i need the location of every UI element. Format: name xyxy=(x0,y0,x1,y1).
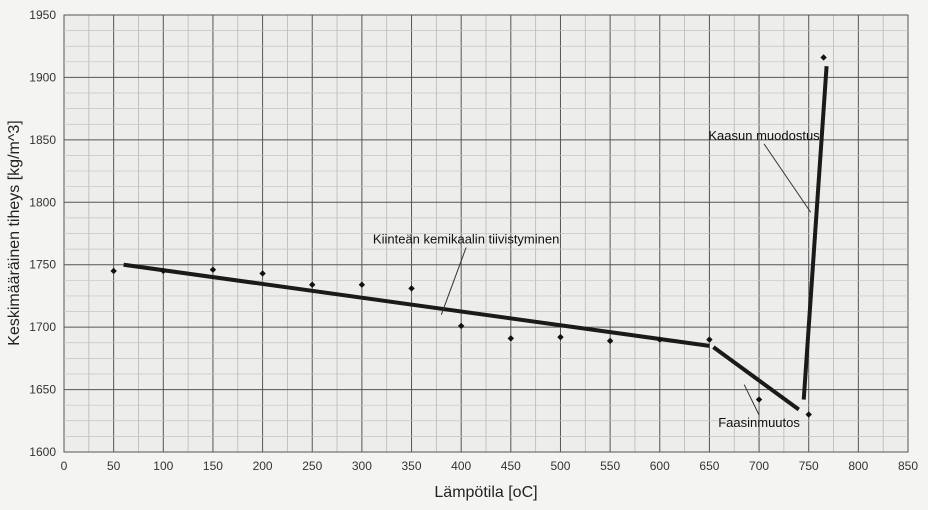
x-tick-label: 500 xyxy=(550,459,570,473)
x-tick-label: 250 xyxy=(302,459,322,473)
data-point xyxy=(507,335,515,342)
data-point xyxy=(457,322,465,330)
trend-line xyxy=(123,262,710,348)
x-tick-label: 800 xyxy=(848,459,868,473)
data-point xyxy=(358,281,366,288)
trend-line xyxy=(712,345,800,412)
y-tick-label: 1850 xyxy=(29,133,56,147)
x-tick-label: 300 xyxy=(352,459,372,473)
x-tick-label: 50 xyxy=(107,459,121,473)
data-point xyxy=(755,396,763,403)
x-tick-label: 150 xyxy=(203,459,223,473)
data-point xyxy=(209,266,217,273)
y-tick-label: 1600 xyxy=(29,445,56,459)
y-tick-label: 1950 xyxy=(29,8,56,22)
x-tick-label: 600 xyxy=(650,459,670,473)
annotation-leader-line xyxy=(743,384,760,416)
x-tick-label: 450 xyxy=(501,459,521,473)
x-tick-label: 400 xyxy=(451,459,471,473)
x-tick-label: 850 xyxy=(898,459,918,473)
x-tick-label: 750 xyxy=(799,459,819,473)
annotation-leader-line xyxy=(763,143,812,213)
annotation-label: Kaasun muodostus xyxy=(708,128,820,143)
data-point xyxy=(557,333,564,341)
annotation-label: Kiinteän kemikaalin tiivistyminen xyxy=(373,231,559,246)
x-tick-label: 200 xyxy=(253,459,273,473)
data-points xyxy=(110,54,827,418)
trend-lines xyxy=(123,66,829,412)
x-tick-label: 0 xyxy=(61,459,68,473)
data-point xyxy=(805,411,812,418)
grid xyxy=(63,14,909,453)
y-tick-label: 1750 xyxy=(29,258,56,272)
x-tick-label: 650 xyxy=(699,459,719,473)
data-point xyxy=(110,267,117,275)
data-point xyxy=(408,285,415,292)
y-tick-label: 1650 xyxy=(29,383,56,397)
data-point xyxy=(656,336,663,343)
data-point xyxy=(259,270,266,277)
data-point xyxy=(606,337,614,345)
x-tick-label: 550 xyxy=(600,459,620,473)
x-tick-label: 350 xyxy=(402,459,422,473)
y-tick-label: 1800 xyxy=(29,195,56,209)
annotation-leader-line xyxy=(440,247,467,315)
x-tick-label: 700 xyxy=(749,459,769,473)
x-axis-label: Lämpötila [oC] xyxy=(434,484,537,501)
x-tick-label: 100 xyxy=(153,459,173,473)
data-point xyxy=(160,267,167,275)
y-tick-label: 1900 xyxy=(29,70,56,84)
y-tick-label: 1700 xyxy=(29,320,56,334)
y-axis-label: Keskimääräinen tiheys [kg/m^3] xyxy=(6,120,23,345)
annotations: Kiinteän kemikaalin tiivistyminen Faasinm… xyxy=(373,128,820,430)
data-point xyxy=(820,54,827,61)
trend-line xyxy=(801,66,829,400)
data-point xyxy=(706,336,713,343)
axis-ticks: 0 50 100 150 200 250 300 350 400 450 500 550 600 650 7… xyxy=(29,8,918,473)
annotation-label: Faasinmuutos xyxy=(718,415,800,430)
data-point xyxy=(309,281,316,288)
